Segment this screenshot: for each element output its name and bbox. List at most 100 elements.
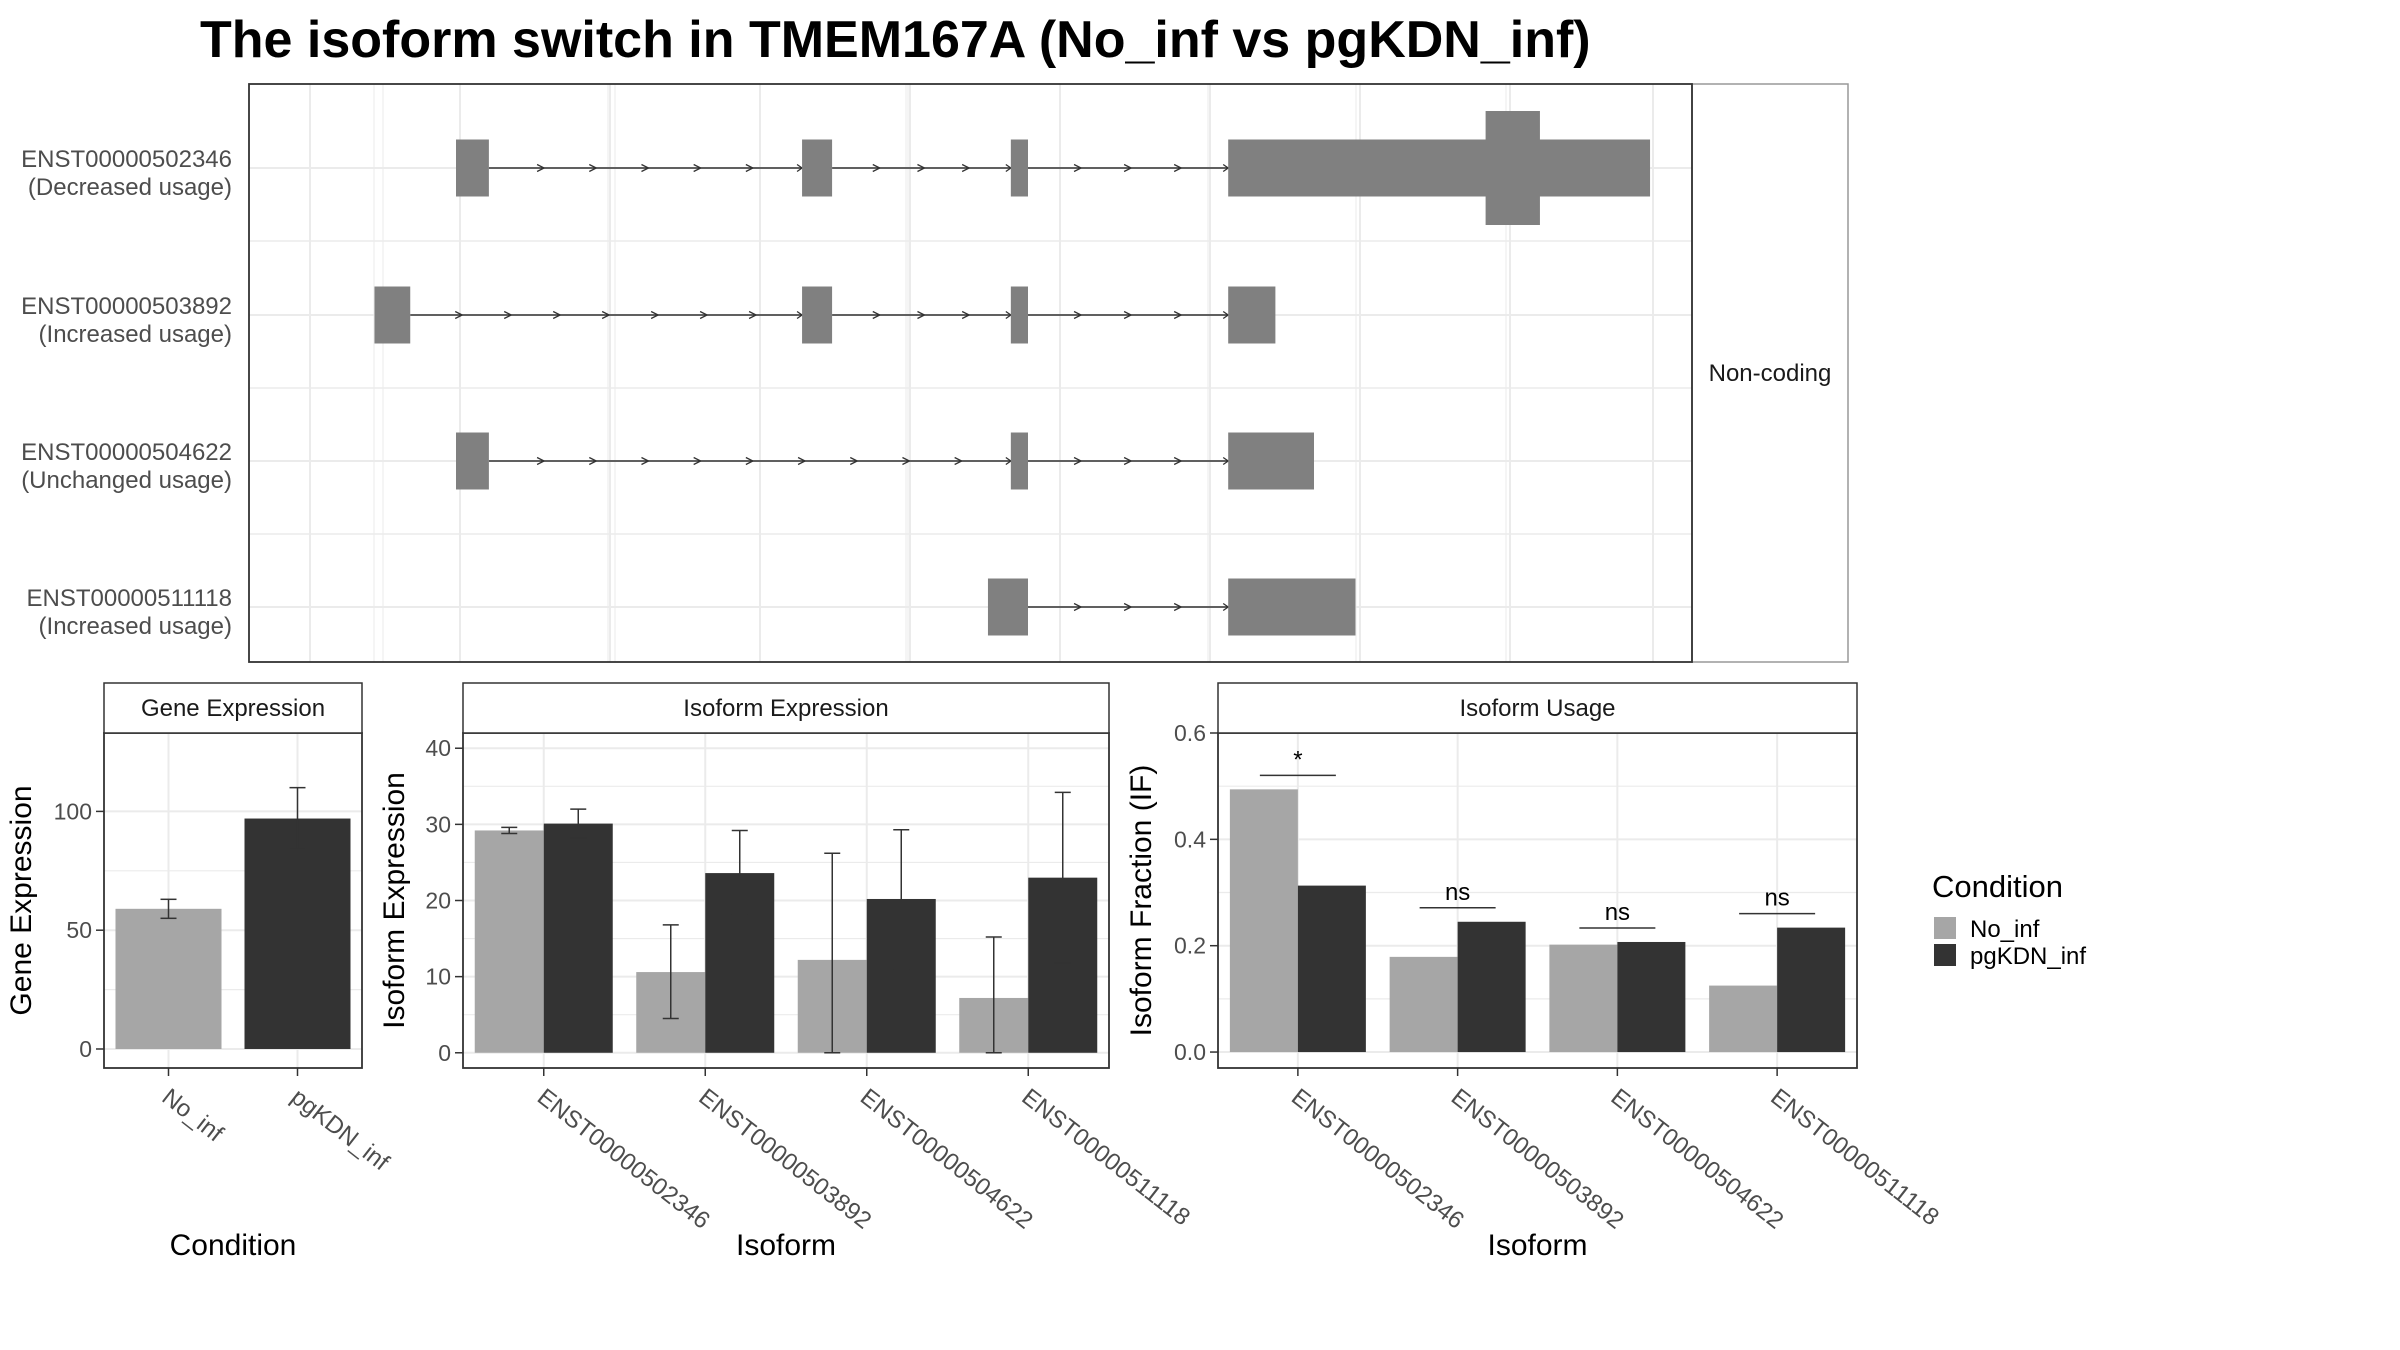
exon-block	[1228, 432, 1314, 490]
y-tick-label: 0	[79, 1036, 92, 1062]
exon-block	[456, 432, 489, 490]
exon-block	[374, 286, 411, 344]
bar	[1229, 789, 1298, 1053]
x-tick-label: ENST00000504622	[855, 1083, 1038, 1234]
intron-arrow	[797, 456, 807, 466]
structure-strip-label: Non-coding	[1709, 360, 1832, 387]
x-tick-label: ENST00000511118	[1017, 1083, 1196, 1231]
bar	[115, 908, 222, 1049]
exon-block	[1228, 139, 1651, 197]
exon-block	[1010, 139, 1028, 197]
exon-block	[802, 139, 833, 197]
bar	[474, 830, 544, 1053]
structure-strip	[1691, 83, 1849, 663]
transcript-id-label: ENST00000511118	[27, 585, 233, 612]
intron-arrow	[503, 310, 513, 320]
y-tick-label: 0	[438, 1040, 451, 1066]
intron-arrow	[872, 163, 882, 173]
legend-swatch	[1934, 917, 1956, 939]
y-tick-label: 100	[54, 798, 92, 824]
strip	[462, 682, 1110, 734]
transcript-usage-label: (Unchanged usage)	[21, 467, 232, 494]
intron-arrow	[961, 163, 971, 173]
strip	[103, 682, 363, 734]
intron-arrow	[748, 310, 758, 320]
intron-arrow	[588, 163, 598, 173]
legend-label: No_inf	[1970, 916, 2040, 943]
x-axis-title: Isoform	[736, 1229, 836, 1262]
strip-label: Isoform Usage	[1459, 695, 1615, 722]
y-tick-label: 20	[425, 888, 451, 914]
exon-block	[1010, 432, 1028, 490]
y-tick-label: 30	[425, 811, 451, 837]
bar	[1709, 985, 1778, 1053]
intron-arrow	[1173, 310, 1183, 320]
intron-arrow	[536, 163, 546, 173]
intron-arrow	[917, 163, 926, 173]
exon-block	[987, 578, 1028, 636]
intron-arrow	[1173, 602, 1183, 612]
intron-arrow	[601, 310, 611, 320]
transcript-id-label: ENST00000502346	[21, 146, 232, 173]
strip-label: Gene Expression	[141, 695, 325, 722]
exon-block	[456, 139, 489, 197]
intron-arrow	[1123, 456, 1133, 466]
intron-arrow	[1123, 163, 1133, 173]
strip-label: Isoform Expression	[683, 695, 888, 722]
chart-title: The isoform switch in TMEM167A (No_inf v…	[200, 11, 1591, 69]
exon-block	[802, 286, 833, 344]
intron-arrow	[917, 310, 926, 320]
significance-label: *	[1293, 746, 1302, 773]
intron-arrow	[1073, 602, 1083, 612]
intron-arrow	[650, 310, 660, 320]
intron-arrow	[1073, 456, 1083, 466]
transcript-usage-label: (Increased usage)	[39, 613, 232, 640]
exon-block	[1228, 578, 1356, 636]
intron-arrow	[1173, 163, 1183, 173]
exon-block-tall	[1485, 111, 1540, 225]
x-tick-label: No_inf	[157, 1083, 229, 1147]
exon-block	[1010, 286, 1028, 344]
bar	[1457, 921, 1526, 1053]
intron-arrow	[745, 456, 755, 466]
x-tick-label: ENST00000503892	[1446, 1083, 1629, 1234]
bar	[244, 818, 351, 1049]
intron-arrow	[902, 456, 911, 466]
x-tick-label: ENST00000502346	[532, 1083, 715, 1234]
x-tick-label: pgKDN_inf	[286, 1083, 394, 1176]
legend-label: pgKDN_inf	[1970, 943, 2086, 970]
intron-arrow	[1123, 602, 1133, 612]
intron-arrow	[641, 163, 650, 173]
bar	[1549, 944, 1618, 1053]
transcript-id-label: ENST00000503892	[21, 293, 232, 320]
structure-plot-frame	[248, 83, 1693, 663]
transcript-usage-label: (Decreased usage)	[28, 174, 232, 201]
intron-arrow	[699, 310, 709, 320]
y-axis-title: Isoform Expression	[378, 772, 411, 1029]
x-axis-title: Isoform	[1487, 1229, 1587, 1262]
y-axis-title: Isoform Fraction (IF)	[1125, 765, 1158, 1037]
transcript-id-label: ENST00000504622	[21, 439, 232, 466]
x-tick-label: ENST00000511118	[1765, 1083, 1944, 1231]
significance-label: ns	[1445, 879, 1470, 906]
y-tick-label: 0.2	[1174, 933, 1206, 959]
intron-arrow	[961, 310, 971, 320]
legend-title: Condition	[1932, 869, 2063, 904]
x-tick-label: ENST00000503892	[694, 1083, 877, 1234]
x-tick-label: ENST00000504622	[1606, 1083, 1789, 1234]
transcript-usage-label: (Increased usage)	[39, 321, 232, 348]
bar	[1297, 885, 1366, 1053]
intron-arrow	[1073, 163, 1083, 173]
significance-label: ns	[1764, 885, 1789, 912]
bar	[1389, 956, 1458, 1053]
significance-label: ns	[1605, 899, 1630, 926]
intron-arrow	[693, 163, 703, 173]
intron-arrow	[1123, 310, 1133, 320]
y-tick-label: 50	[66, 917, 92, 943]
intron-arrow	[693, 456, 703, 466]
intron-arrow	[454, 310, 464, 320]
legend-swatch	[1934, 944, 1956, 966]
bar	[543, 823, 613, 1053]
bar	[1777, 927, 1846, 1053]
